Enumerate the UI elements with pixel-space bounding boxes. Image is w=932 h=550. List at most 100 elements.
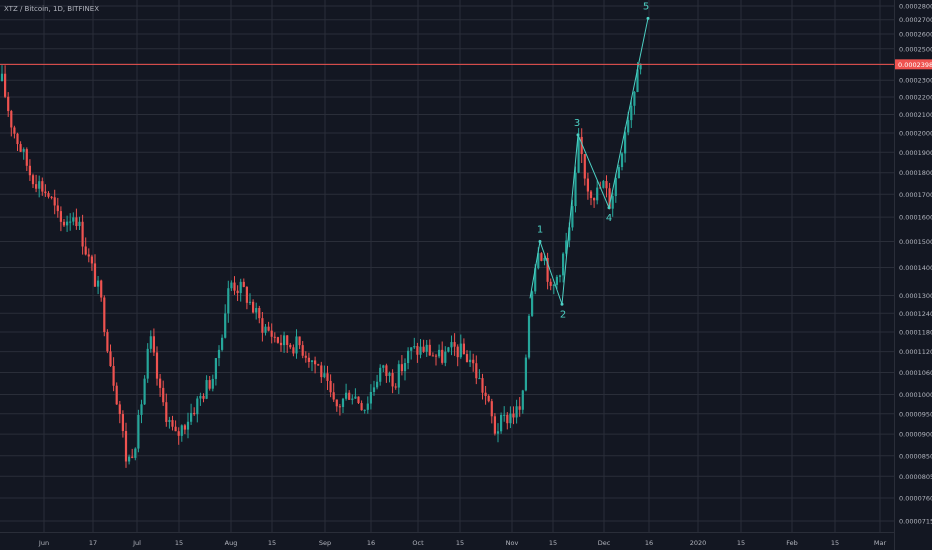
candle-body — [149, 336, 152, 349]
candle-body — [394, 386, 397, 388]
candle-body — [25, 149, 28, 166]
candle-body — [301, 345, 304, 356]
time-tick-label: Aug — [225, 539, 238, 547]
candle-body — [7, 96, 10, 112]
candle-body — [484, 392, 487, 396]
candle — [289, 343, 292, 350]
candle-body — [558, 275, 562, 277]
price-tick-label: 0.00010000 — [899, 391, 932, 399]
candle — [283, 331, 286, 353]
candle-body — [81, 221, 84, 247]
candle-body — [534, 268, 537, 292]
candle-body — [255, 308, 258, 313]
candle — [7, 92, 10, 117]
candle-body — [323, 373, 326, 378]
wave-label: 1 — [537, 224, 543, 235]
candle — [202, 393, 205, 403]
time-axis[interactable]: Jun 17 Jul 15 Aug 15 Sep 16 Oct 15 Nov 15 Dec 16 2020 1… — [38, 539, 887, 547]
candle — [332, 383, 335, 402]
candle — [143, 375, 146, 405]
candle — [255, 302, 258, 320]
candle-body — [115, 385, 118, 405]
candle-body — [524, 357, 527, 391]
candle — [552, 283, 555, 295]
candle — [258, 305, 261, 324]
candle-body — [369, 392, 372, 404]
candle-body — [267, 326, 270, 331]
candle-body — [295, 336, 298, 354]
candle — [208, 375, 211, 391]
candle — [503, 406, 506, 422]
candle — [500, 412, 503, 434]
candle — [252, 299, 255, 314]
candle — [205, 375, 208, 400]
candle — [84, 237, 87, 256]
candle — [261, 311, 264, 342]
symbol-title[interactable]: XTZ / Bitcoin, 1D, BITFINEX — [4, 5, 99, 13]
candle — [81, 214, 84, 255]
candle-body — [562, 253, 565, 276]
wave-point — [560, 302, 564, 306]
candle-body — [261, 318, 264, 333]
price-tick-label: 0.00011800 — [899, 328, 932, 336]
candle — [379, 364, 382, 386]
price-axis[interactable]: 0.00028000 0.00027000 0.00026000 0.00025000… — [899, 3, 932, 526]
candle — [264, 324, 267, 336]
time-tick-label: Jun — [38, 539, 49, 547]
candle — [16, 132, 19, 151]
candle-body — [38, 181, 41, 189]
candle — [428, 339, 431, 356]
wave-point — [576, 133, 580, 137]
price-tick-label: 0.00018000 — [899, 169, 932, 177]
candle — [419, 339, 422, 359]
candle — [227, 280, 230, 323]
candle — [394, 383, 397, 390]
candle — [462, 338, 465, 355]
candle — [521, 389, 524, 414]
candle-body — [416, 346, 419, 355]
price-tick-label: 0.00023000 — [899, 77, 932, 85]
candle-body — [307, 357, 310, 363]
candle-body — [298, 336, 301, 346]
candle-body — [593, 198, 596, 201]
candle — [366, 396, 369, 414]
candle-body — [190, 412, 193, 422]
time-tick-label: 15 — [737, 539, 745, 547]
price-tick-label: 0.00020000 — [899, 129, 932, 137]
candle — [230, 280, 233, 292]
time-tick-label: 15 — [456, 539, 464, 547]
candle — [549, 278, 552, 291]
candle — [493, 413, 496, 436]
candle — [484, 385, 487, 405]
candle — [106, 329, 109, 354]
candle-body — [431, 355, 434, 357]
price-tick-label: 0.00014000 — [899, 264, 932, 272]
candle — [10, 109, 13, 137]
candle-body — [527, 315, 531, 358]
candle — [487, 394, 490, 403]
candle-body — [531, 291, 534, 316]
wave-point — [646, 16, 650, 20]
candle — [276, 336, 279, 344]
candle — [146, 343, 149, 383]
candle — [93, 254, 97, 287]
candle — [363, 409, 366, 414]
candle-body — [59, 211, 62, 222]
candle — [496, 423, 500, 443]
candle — [221, 334, 224, 352]
candle — [475, 355, 478, 385]
candle-body — [286, 335, 289, 345]
candle — [360, 400, 363, 411]
candle — [214, 357, 217, 386]
candle — [314, 356, 317, 374]
candle — [310, 360, 314, 372]
price-tick-label: 0.00007600 — [899, 494, 932, 502]
price-label-text: 0.00023989 — [898, 61, 932, 69]
candle-body — [568, 227, 571, 241]
elliott-wave-drawing[interactable]: 1 2 3 4 5 — [529, 1, 650, 320]
candle — [211, 374, 214, 392]
candle-body — [50, 196, 53, 198]
candle — [124, 422, 128, 468]
candle — [35, 174, 38, 193]
